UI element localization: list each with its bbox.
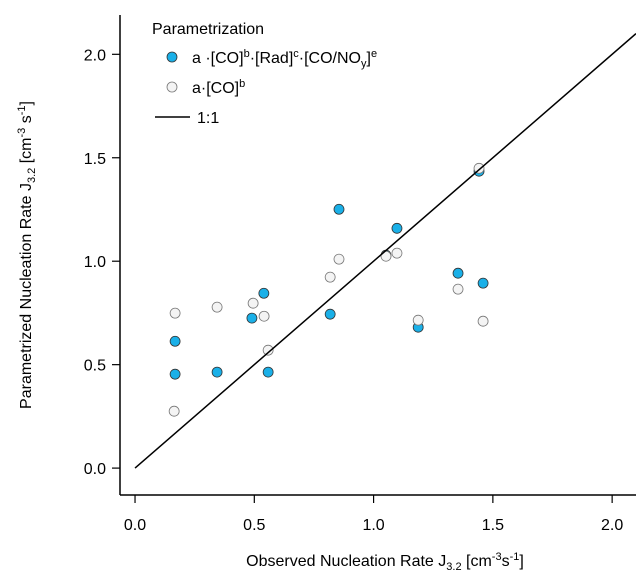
label-part: ·[Rad] [250,50,294,67]
data-point [391,222,403,234]
label-part: ] [366,50,370,67]
legend-label: a ·[CO]b·[Rad]c·[CO/NOy]e [192,48,377,70]
label-part: -3 [16,128,28,138]
y-tick-label: 1.5 [84,151,106,168]
data-point [168,405,180,417]
label-part: Parametrized Nucleation Rate J [18,183,35,409]
label-part: ] [18,101,35,105]
label-part: Observed Nucleation Rate J [246,553,446,570]
data-point [333,203,345,215]
y-tick-label: 1.0 [84,254,106,271]
data-point [262,366,274,378]
label-part: ] [519,553,523,570]
label-part: c [293,48,299,60]
label-part: -1 [510,551,520,563]
legend-marker [166,81,178,93]
legend-label: a·[CO]b [192,78,245,97]
data-point [452,283,464,295]
data-point [169,368,181,380]
legend-label: 1:1 [197,110,219,127]
data-point [169,307,181,319]
label-part: -3 [492,551,502,563]
y-tick-label: 2.0 [84,47,106,64]
data-point [211,301,223,313]
label-part: 3.2 [26,168,38,183]
data-point [246,312,258,324]
data-point [452,267,464,279]
legend-title: Parametrization [152,21,264,38]
x-tick-label: 1.5 [482,517,504,534]
data-point [477,315,489,327]
data-point [324,308,336,320]
x-tick-label: 0.0 [124,517,146,534]
label-part: -1 [16,106,28,116]
y-tick-label: 0.0 [84,461,106,478]
label-part: [cm [18,138,35,168]
data-point [391,247,403,259]
label-part: a·[CO] [192,80,239,97]
x-tick-label: 0.5 [243,517,265,534]
label-part: [cm [462,553,492,570]
data-point [477,277,489,289]
x-axis-label: Observed Nucleation Rate J3.2 [cm-3s-1] [246,551,524,571]
data-point [258,310,270,322]
data-point [169,335,181,347]
data-point [324,271,336,283]
data-point [333,253,345,265]
data-point [258,287,270,299]
label-part: b [244,48,250,60]
label-part: s [18,115,35,127]
label-part: e [371,48,377,60]
legend-marker [166,51,178,63]
y-tick-label: 0.5 [84,358,106,375]
data-point [262,344,274,356]
x-tick-label: 2.0 [601,517,623,534]
label-part: s [502,553,510,570]
x-tick-label: 1.0 [362,517,384,534]
label-part: ·[CO/NO [299,50,361,67]
data-point [412,314,424,326]
data-point [247,297,259,309]
label-part: 3.2 [446,561,461,571]
label-part: b [239,78,245,90]
reference-line [134,33,636,469]
label-part: 1:1 [197,110,219,127]
data-point [473,162,485,174]
label-part: y [361,58,367,70]
plot-area [134,33,636,469]
label-part: a ·[CO] [192,50,244,67]
data-point [211,366,223,378]
y-axis-label: Parametrized Nucleation Rate J3.2 [cm-3 … [16,101,38,409]
